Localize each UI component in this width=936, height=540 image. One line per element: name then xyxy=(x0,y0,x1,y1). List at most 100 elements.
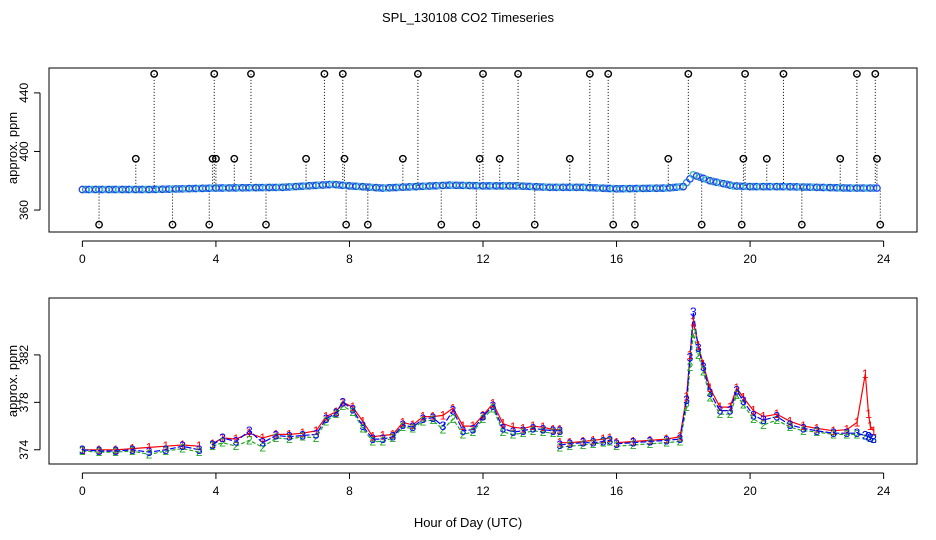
series-2-point: 2 xyxy=(717,407,724,421)
series-1-point: 1 xyxy=(530,419,537,433)
series-1-point: 1 xyxy=(830,424,837,438)
series-2-point: 2 xyxy=(800,424,807,438)
series-1-point: 1 xyxy=(440,408,447,422)
series-1-point: 1 xyxy=(707,381,714,395)
series-1-point: 1 xyxy=(862,367,869,381)
series-1-line xyxy=(616,321,875,444)
series-3-point: 3 xyxy=(209,438,216,452)
bottom-y-axis: 374 378 382 xyxy=(17,345,41,460)
series-3-point: 3 xyxy=(233,434,240,448)
series-2-point: 2 xyxy=(862,429,869,443)
series-2-point: 2 xyxy=(556,426,563,440)
series-1-point: 1 xyxy=(800,419,807,433)
series-3-point: 3 xyxy=(450,404,457,418)
series-3-point: 3 xyxy=(550,424,557,438)
series-3-point: 3 xyxy=(844,426,851,440)
series-1-point: 1 xyxy=(566,436,573,450)
series-3-point: 3 xyxy=(179,439,186,453)
series-3-point: 3 xyxy=(707,386,714,400)
top-outlier-marker xyxy=(697,220,706,229)
top-baseline-marker xyxy=(689,171,698,179)
series-1-point: 1 xyxy=(683,389,690,403)
series-3-point: 3 xyxy=(500,421,507,435)
series-3-point: 3 xyxy=(219,431,226,445)
top-outlier-marker xyxy=(208,154,217,163)
top-baseline-marker xyxy=(873,184,881,192)
top-baseline-marker xyxy=(702,175,711,184)
series-1-point: 1 xyxy=(246,426,253,440)
series-1-point: 1 xyxy=(760,410,767,424)
series-3-point: 3 xyxy=(79,443,86,457)
series-1-point: 1 xyxy=(480,408,487,422)
bottom-x-tick-label: 0 xyxy=(79,484,86,498)
series-1-line xyxy=(559,437,611,444)
series-1-point: 1 xyxy=(323,410,330,424)
series-3-point: 3 xyxy=(333,406,340,420)
series-3-point: 3 xyxy=(677,432,684,446)
series-1-point: 1 xyxy=(112,443,119,457)
top-outlier-marker xyxy=(205,220,214,229)
top-plot-frame xyxy=(48,67,918,233)
series-1-point: 1 xyxy=(299,426,306,440)
figure-title: SPL_130108 CO2 Timeseries xyxy=(382,10,554,25)
series-1-point: 1 xyxy=(470,419,477,433)
series-3-point: 3 xyxy=(870,432,877,446)
bottom-x-tick-label: 20 xyxy=(743,484,757,498)
series-2-point: 2 xyxy=(530,424,537,438)
series-2-point: 2 xyxy=(163,444,170,458)
series-2-point: 2 xyxy=(233,439,240,453)
series-3-line xyxy=(82,445,200,453)
series-3-point: 3 xyxy=(590,436,597,450)
top-outlier-marker xyxy=(739,154,748,163)
series-1-point: 1 xyxy=(717,400,724,414)
top-outlier-marker xyxy=(475,154,484,163)
series-3-point: 3 xyxy=(556,424,563,438)
series-2-point: 2 xyxy=(129,444,136,458)
series-1-point: 1 xyxy=(349,400,356,414)
series-2-point: 2 xyxy=(590,437,597,451)
series-3-point: 3 xyxy=(556,438,563,452)
top-outlier-marker xyxy=(741,69,749,78)
series-2-point: 2 xyxy=(844,427,851,441)
series-1-point: 1 xyxy=(450,401,457,415)
series-2-point: 2 xyxy=(870,432,877,446)
series-3-point: 3 xyxy=(814,424,821,438)
top-outlier-marker xyxy=(413,69,422,78)
series-3-point: 3 xyxy=(430,411,437,425)
series-2-point: 2 xyxy=(773,413,780,427)
top-outlier-marker xyxy=(565,154,574,163)
series-3-point: 3 xyxy=(196,443,203,457)
series-3-point: 3 xyxy=(96,444,103,458)
top-baseline-marker xyxy=(676,183,684,191)
series-2-point: 2 xyxy=(550,426,557,440)
series-3-point: 3 xyxy=(246,424,253,438)
series-1-point: 1 xyxy=(733,381,740,395)
series-2-point: 2 xyxy=(867,431,874,445)
series-1-point: 1 xyxy=(96,443,103,457)
series-1-point: 1 xyxy=(359,414,366,428)
top-outlier-marker xyxy=(342,220,351,229)
top-outlier-marker xyxy=(876,220,885,229)
top-baseline-marker xyxy=(692,172,701,180)
series-1-point: 1 xyxy=(607,431,614,445)
top-outlier-marker xyxy=(664,154,673,163)
top-outlier-marker xyxy=(262,220,270,229)
series-2-point: 2 xyxy=(196,445,203,459)
series-1-point: 1 xyxy=(844,423,851,437)
series-3-point: 3 xyxy=(470,423,477,437)
series-2-point: 2 xyxy=(490,401,497,415)
series-2-point: 2 xyxy=(450,412,457,426)
series-1-point: 1 xyxy=(219,431,226,445)
series-1-point: 1 xyxy=(687,348,694,362)
series-1-point: 1 xyxy=(196,439,203,453)
bottom-x-tick-label: 16 xyxy=(610,484,624,498)
series-1-point: 1 xyxy=(286,427,293,441)
series-3-point: 3 xyxy=(750,408,757,422)
top-baseline-marker xyxy=(699,174,708,183)
series-1-point: 1 xyxy=(520,421,527,435)
series-2-point: 2 xyxy=(613,439,620,453)
bottom-y-tick-label: 382 xyxy=(17,345,31,365)
top-outlier-marker xyxy=(779,69,788,78)
series-2-point: 2 xyxy=(349,405,356,419)
series-2-point: 2 xyxy=(854,427,861,441)
